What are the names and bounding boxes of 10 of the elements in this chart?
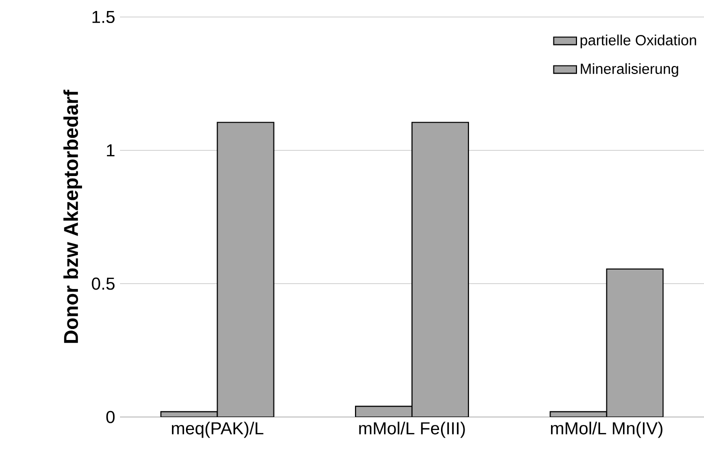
legend-label: partielle Oxidation <box>580 34 696 48</box>
y-tick-label: 1.5 <box>92 10 115 24</box>
y-tick-label: 0 <box>106 410 115 424</box>
y-tick-label: 0.5 <box>92 278 115 290</box>
x-tick-label: mMol/L Fe(III) <box>359 422 465 438</box>
y-tick-label: 1 <box>106 144 114 156</box>
y-axis-title: Donor bzw Akzeptorbedarf <box>63 90 82 343</box>
legend-label: Mineralisierung <box>580 63 678 77</box>
x-tick-label: meq(PAK)/L <box>172 422 264 438</box>
x-tick-label: mMol/L Mn(IV) <box>550 422 662 438</box>
